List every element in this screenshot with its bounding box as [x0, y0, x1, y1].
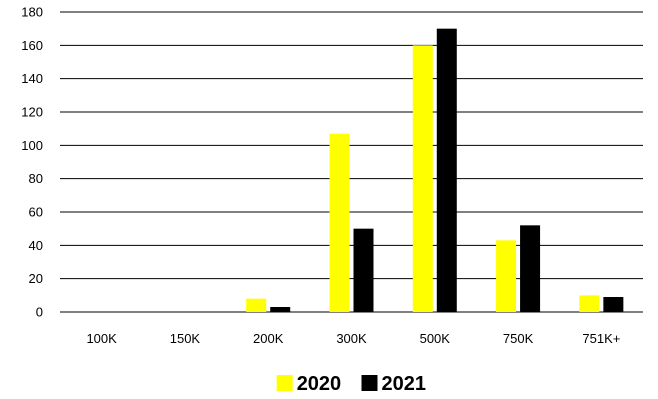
- bar-2020-750K: [496, 240, 517, 312]
- bar-2021-300K: [353, 228, 374, 312]
- x-axis-ticks: 100K 150K 200K 300K 500K 750K 751K+: [86, 331, 620, 346]
- y-axis-ticks: 0 20 40 60 80 100 120 140 160 180: [21, 5, 43, 320]
- y-tick-label: 0: [36, 305, 43, 320]
- gridlines: [60, 11, 643, 313]
- y-tick-label: 100: [21, 138, 43, 153]
- y-tick-label: 40: [29, 238, 43, 253]
- bar-2020-200K: [246, 298, 267, 312]
- x-tick-label: 751K+: [582, 331, 620, 346]
- y-tick-label: 80: [29, 171, 43, 186]
- y-tick-label: 180: [21, 5, 43, 20]
- x-tick-label: 200K: [253, 331, 284, 346]
- bar-2021-200K: [270, 307, 291, 312]
- x-tick-label: 750K: [503, 331, 534, 346]
- x-tick-label: 100K: [86, 331, 117, 346]
- legend-label-2020: 2020: [297, 373, 342, 395]
- bar-2020-751K+: [579, 295, 600, 312]
- bar-2021-750K: [520, 225, 541, 312]
- x-tick-label: 300K: [336, 331, 367, 346]
- legend-swatch-2021: [361, 375, 378, 391]
- bar-2020-500K: [412, 45, 433, 312]
- x-tick-label: 500K: [420, 331, 451, 346]
- legend-label-2021: 2021: [382, 373, 427, 395]
- x-tick-label: 150K: [170, 331, 201, 346]
- y-tick-label: 140: [21, 71, 43, 86]
- y-tick-label: 160: [21, 38, 43, 53]
- y-tick-label: 120: [21, 105, 43, 120]
- legend: 2020 2021: [276, 373, 427, 395]
- y-tick-label: 20: [29, 271, 43, 286]
- bar-2021-751K+: [603, 297, 624, 312]
- bar-2020-300K: [329, 133, 350, 312]
- bars: [246, 28, 624, 313]
- bar-2021-500K: [436, 28, 457, 313]
- legend-swatch-2020: [276, 375, 293, 391]
- y-tick-label: 60: [29, 205, 43, 220]
